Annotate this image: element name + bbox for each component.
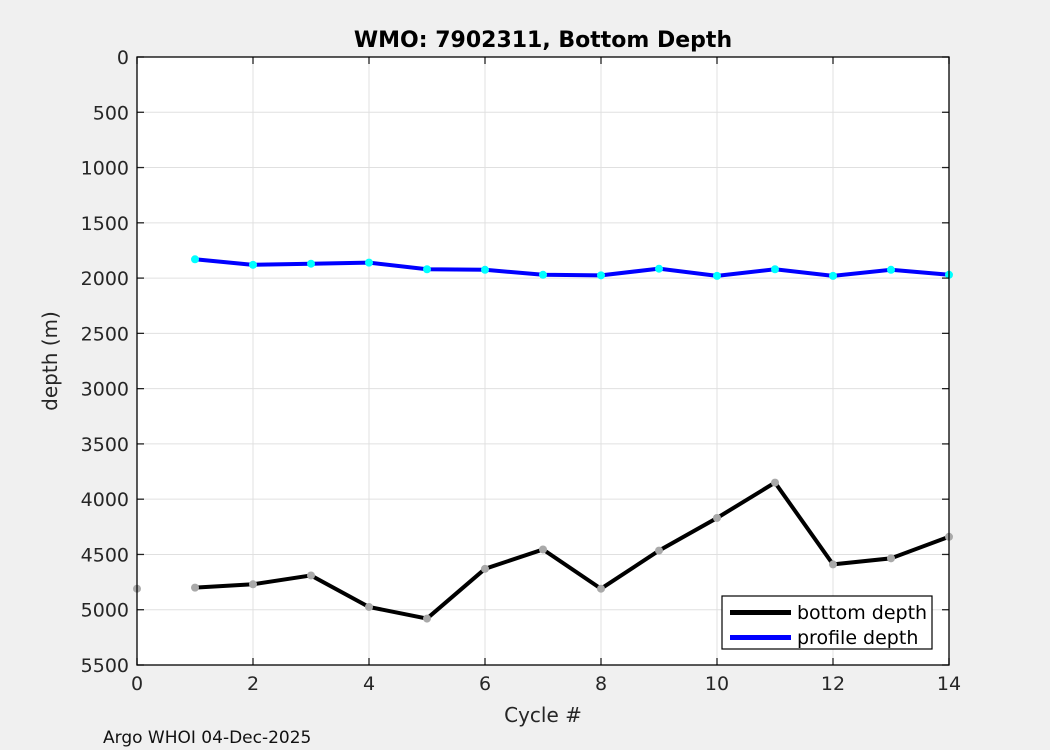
profile-depth-marker: [481, 265, 489, 274]
bottom-depth-marker: [191, 583, 199, 592]
legend-label-profile-depth: profile depth: [797, 627, 918, 649]
y-axis-label: depth (m): [38, 311, 62, 411]
y-tick-label: 0: [117, 47, 129, 69]
chart-title: WMO: 7902311, Bottom Depth: [354, 28, 732, 53]
profile-depth-line: [194, 257, 950, 278]
profile-depth-marker: [365, 258, 373, 267]
x-tick-label: 8: [595, 673, 607, 695]
y-tick-label: 2500: [81, 323, 129, 345]
y-tick-label: 1500: [81, 213, 129, 235]
x-tick-label: 10: [705, 673, 729, 695]
y-tick-label: 4000: [81, 489, 129, 511]
y-tick-label: 5500: [81, 655, 129, 677]
bottom-depth-marker: [539, 545, 547, 554]
bottom-depth-marker: [307, 571, 315, 580]
bottom-depth-marker: [597, 584, 605, 593]
profile-depth-marker: [713, 271, 721, 280]
x-tick-label: 4: [363, 673, 375, 695]
bottom-depth-marker: [829, 560, 837, 569]
profile-depth-marker: [655, 264, 663, 273]
x-tick-labels: 0 2 4 6 8 10 12 14: [131, 673, 961, 695]
x-tick-label: 2: [247, 673, 259, 695]
y-tick-labels: 0 500 1000 1500 2000 2500 3000 3500 4000 4500 5000…: [81, 47, 129, 677]
profile-depth-marker: [597, 271, 605, 280]
bottom-depth-marker: [249, 580, 257, 589]
bottom-depth-marker: [771, 478, 779, 487]
profile-depth-marker: [887, 265, 895, 274]
bottom-depth-marker: [365, 602, 373, 611]
profile-depth-marker: [249, 260, 257, 269]
axes-box: [136, 56, 950, 666]
y-tick-label: 3500: [81, 434, 129, 456]
legend: bottom depth profile depth: [721, 595, 933, 650]
profile-depth-marker: [423, 265, 431, 274]
y-tick-label: 500: [93, 102, 129, 124]
bottom-depth-marker: [713, 513, 721, 522]
legend-box: [721, 595, 933, 650]
profile-depth-marker: [191, 255, 199, 264]
profile-depth-marker: [771, 265, 779, 274]
bottom-depth-marker: [423, 614, 431, 623]
x-tick-label: 12: [821, 673, 845, 695]
profile-depth-marker: [829, 271, 837, 280]
y-tick-label: 4500: [81, 544, 129, 566]
data-series: [133, 255, 953, 623]
x-tick-label: 14: [937, 673, 961, 695]
legend-label-bottom-depth: bottom depth: [797, 602, 927, 624]
bottom-depth-marker: [887, 554, 895, 563]
bottom-depth-line: [194, 479, 950, 621]
footer-text: Argo WHOI 04-Dec-2025: [103, 728, 311, 748]
x-tick-label: 6: [479, 673, 491, 695]
plot-area: [137, 57, 949, 665]
x-tick-label: 0: [131, 673, 143, 695]
bottom-depth-marker: [655, 546, 663, 555]
profile-depth-marker: [539, 270, 547, 279]
y-tick-label: 3000: [81, 379, 129, 401]
x-axis-label: Cycle #: [504, 703, 582, 727]
bottom-depth-marker: [481, 564, 489, 573]
profile-depth-marker: [307, 259, 315, 268]
y-tick-label: 1000: [81, 158, 129, 180]
y-tick-label: 5000: [81, 600, 129, 622]
y-tick-label: 2000: [81, 268, 129, 290]
